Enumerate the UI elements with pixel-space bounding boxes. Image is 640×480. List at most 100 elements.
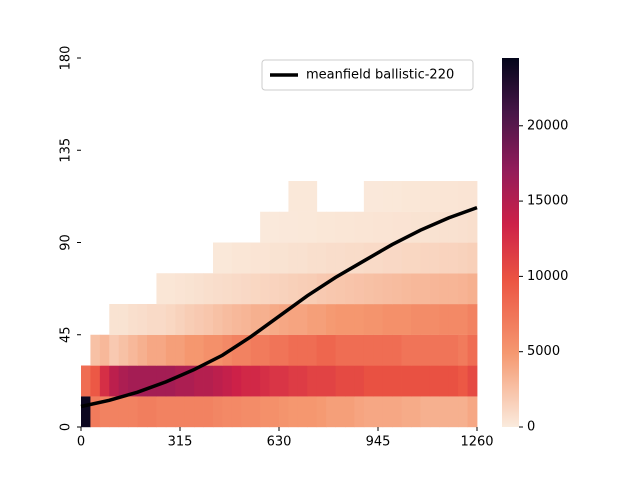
heatmap-cell: [354, 242, 365, 274]
heatmap-cell: [147, 365, 157, 397]
heatmap-cell: [165, 304, 176, 335]
heatmap-cell: [439, 334, 450, 366]
heatmap-cell: [99, 334, 110, 366]
heatmap-cell: [335, 273, 346, 305]
heatmap-cell: [118, 304, 129, 335]
heatmap-cell: [373, 365, 384, 397]
heatmap-cell: [382, 334, 393, 366]
heatmap-cell: [392, 396, 402, 428]
y-tick-label: 0: [59, 423, 74, 431]
heatmap-cell: [307, 365, 318, 397]
heatmap-cell: [401, 242, 412, 274]
heatmap-cell: [269, 211, 280, 243]
heatmap-cell: [373, 211, 384, 243]
heatmap-cell: [184, 273, 195, 305]
heatmap-cell: [354, 396, 365, 428]
heatmap-cell: [175, 396, 186, 428]
heatmap-cell: [467, 181, 478, 212]
heatmap-cell: [392, 365, 402, 397]
heatmap-cell: [260, 334, 270, 366]
heatmap-cell: [326, 365, 336, 397]
heatmap-cell: [288, 396, 299, 428]
heatmap-cell: [429, 211, 440, 243]
heatmap-cell: [213, 334, 223, 366]
x-tick-label: 315: [168, 435, 193, 450]
heatmap-cell: [279, 334, 289, 366]
heatmap-cell: [128, 334, 138, 366]
heatmap-cell: [401, 334, 412, 366]
heatmap-cell: [222, 242, 233, 274]
heatmap-cell: [458, 242, 468, 274]
heatmap-cell: [420, 396, 431, 428]
heatmap-cell: [175, 334, 186, 366]
heatmap-cell: [420, 273, 431, 305]
heatmap-cell: [363, 396, 374, 428]
heatmap-cell: [250, 304, 261, 335]
heatmap-cell: [439, 181, 450, 212]
heatmap-cell: [411, 211, 421, 243]
heatmap-cell: [269, 365, 280, 397]
heatmap-cell: [109, 396, 120, 428]
heatmap-cell: [269, 242, 280, 274]
heatmap-cell: [392, 242, 402, 274]
heatmap-cell: [326, 334, 336, 366]
heatmap-cell: [297, 273, 308, 305]
heatmap-cell: [222, 396, 233, 428]
heatmap-cell: [382, 273, 393, 305]
heatmap-cell: [392, 181, 402, 212]
heatmap-cell: [260, 396, 270, 428]
heatmap-cell: [467, 396, 478, 428]
heatmap-cell: [411, 365, 421, 397]
heatmap-cell: [420, 304, 431, 335]
heatmap-cell: [250, 334, 261, 366]
heatmap-cell: [316, 365, 327, 397]
heatmap-cell: [307, 242, 318, 274]
heatmap-cell: [307, 181, 318, 212]
heatmap-cell: [203, 273, 214, 305]
colorbar-tick-label: 20000: [527, 118, 568, 133]
heatmap-cell: [363, 211, 374, 243]
heatmap-cell: [288, 304, 299, 335]
heatmap-cell: [156, 396, 167, 428]
heatmap-cell: [260, 211, 270, 243]
heatmap-cell: [241, 334, 252, 366]
heatmap-cell: [109, 334, 120, 366]
heatmap-cell: [241, 396, 252, 428]
heatmap-cell: [382, 211, 393, 243]
heatmap-cell: [241, 365, 252, 397]
heatmap-cell: [373, 334, 384, 366]
heatmap-cell: [373, 242, 384, 274]
heatmap-cell: [297, 365, 308, 397]
heatmap-cell: [231, 334, 242, 366]
heatmap-cell: [316, 211, 327, 243]
heatmap-cell: [448, 273, 459, 305]
heatmap-cell: [420, 181, 431, 212]
heatmap-cell: [269, 273, 280, 305]
heatmap-cell: [137, 304, 148, 335]
heatmap-cell: [203, 304, 214, 335]
heatmap-cell: [165, 273, 176, 305]
heatmap-cell: [147, 396, 157, 428]
heatmap-cell: [175, 304, 186, 335]
heatmap-cell: [382, 365, 393, 397]
heatmap-cell: [260, 304, 270, 335]
heatmap-cell: [279, 211, 289, 243]
heatmap-cell: [165, 334, 176, 366]
heatmap-cell: [231, 365, 242, 397]
heatmap-cell: [231, 242, 242, 274]
heatmap-cell: [420, 365, 431, 397]
heatmap-cell: [401, 211, 412, 243]
heatmap-cell: [156, 365, 167, 397]
x-tick-label: 0: [77, 435, 85, 450]
heatmap-cell: [354, 365, 365, 397]
heatmap-cell: [429, 273, 440, 305]
heatmap-cell: [335, 211, 346, 243]
heatmap-cell: [137, 334, 148, 366]
heatmap-cell: [439, 273, 450, 305]
heatmap-cell: [382, 304, 393, 335]
heatmap-cell: [363, 181, 374, 212]
heatmap-cell: [429, 334, 440, 366]
heatmap-cell: [231, 273, 242, 305]
line: [80, 206, 478, 409]
